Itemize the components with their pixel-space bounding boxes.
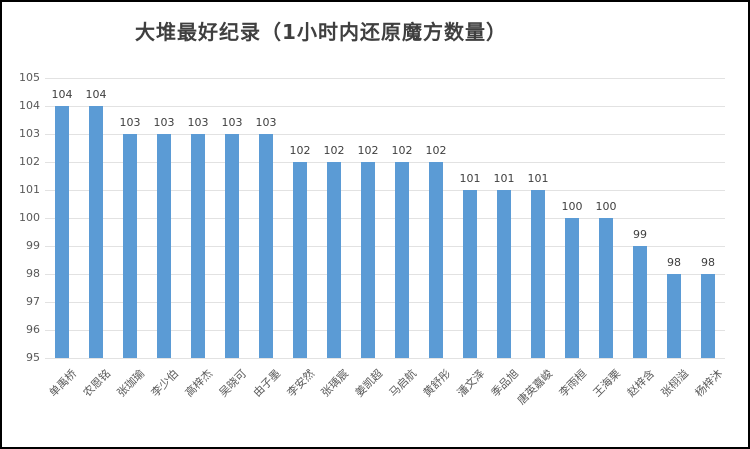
bar-value-label: 103: [119, 116, 141, 129]
bar-value-label: 102: [289, 144, 311, 157]
bar-value-label: 98: [701, 256, 715, 269]
bar: [89, 106, 103, 358]
bar-value-label: 103: [153, 116, 175, 129]
bar-value-label: 102: [425, 144, 447, 157]
y-axis-tick-label: 101: [19, 183, 40, 196]
y-axis-tick-label: 100: [19, 211, 40, 224]
y-axis-tick-label: 96: [26, 323, 40, 336]
bar-value-label: 103: [221, 116, 243, 129]
gridline: [45, 134, 725, 135]
y-axis-tick-label: 95: [26, 351, 40, 364]
bar-value-label: 101: [459, 172, 481, 185]
bar-value-label: 104: [51, 88, 73, 101]
bar: [225, 134, 239, 358]
bar: [565, 218, 579, 358]
bar: [531, 190, 545, 358]
bar: [395, 162, 409, 358]
bar-value-label: 98: [667, 256, 681, 269]
gridline: [45, 246, 725, 247]
gridline: [45, 106, 725, 107]
bar-value-label: 101: [493, 172, 515, 185]
y-axis-tick-label: 102: [19, 155, 40, 168]
bar-value-label: 103: [187, 116, 209, 129]
y-axis-tick-label: 99: [26, 239, 40, 252]
bar: [293, 162, 307, 358]
gridline: [45, 162, 725, 163]
bar: [327, 162, 341, 358]
bar: [157, 134, 171, 358]
gridline: [45, 302, 725, 303]
bar: [497, 190, 511, 358]
y-axis-tick-label: 97: [26, 295, 40, 308]
bar: [633, 246, 647, 358]
bar: [429, 162, 443, 358]
bar: [361, 162, 375, 358]
bar-value-label: 99: [633, 228, 647, 241]
y-axis-tick-label: 98: [26, 267, 40, 280]
bar-value-label: 104: [85, 88, 107, 101]
bar-value-label: 100: [561, 200, 583, 213]
gridline: [45, 330, 725, 331]
bar-value-label: 101: [527, 172, 549, 185]
bar: [55, 106, 69, 358]
bar: [191, 134, 205, 358]
chart-title: 大堆最好纪录（1小时内还原魔方数量）: [135, 20, 507, 44]
gridline: [45, 190, 725, 191]
bar-value-label: 102: [323, 144, 345, 157]
gridline: [45, 358, 725, 359]
bar: [701, 274, 715, 358]
bar-value-label: 103: [255, 116, 277, 129]
gridline: [45, 274, 725, 275]
bar: [463, 190, 477, 358]
bar-value-label: 102: [391, 144, 413, 157]
bar: [259, 134, 273, 358]
bar: [667, 274, 681, 358]
bar-value-label: 102: [357, 144, 379, 157]
gridline: [45, 218, 725, 219]
y-axis-tick-label: 104: [19, 99, 40, 112]
gridline: [45, 78, 725, 79]
y-axis-tick-label: 105: [19, 71, 40, 84]
y-axis-tick-label: 103: [19, 127, 40, 140]
bar: [123, 134, 137, 358]
bar: [599, 218, 613, 358]
bar-value-label: 100: [595, 200, 617, 213]
